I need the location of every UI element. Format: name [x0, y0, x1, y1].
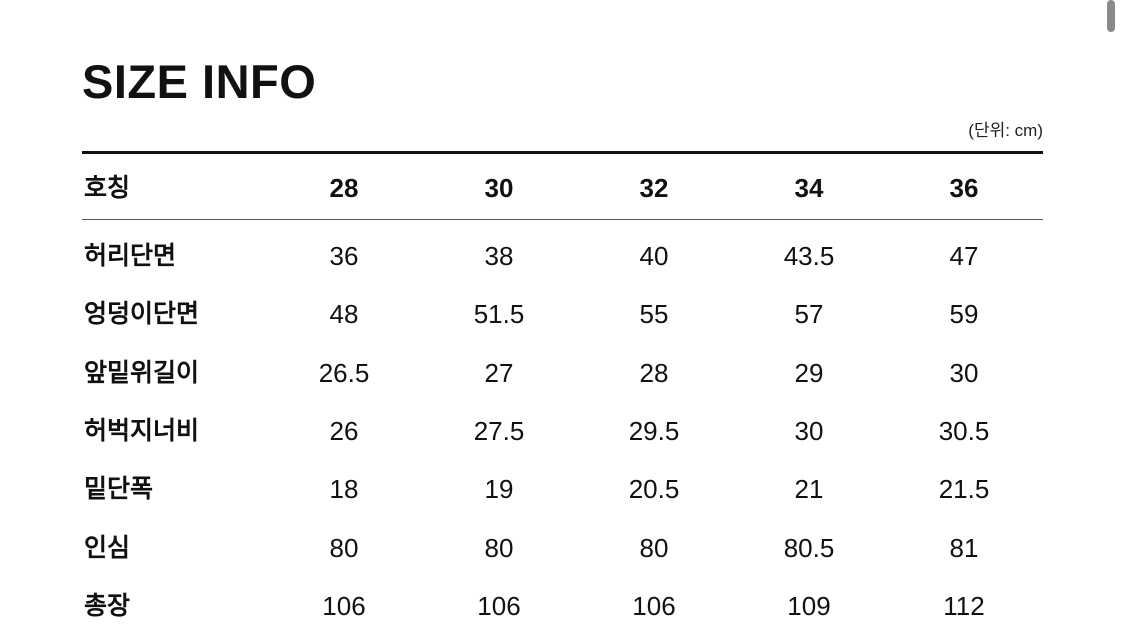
table-cell: 80: [639, 532, 669, 563]
table-cell: 27: [484, 357, 514, 388]
table-cell: 30: [484, 173, 514, 203]
table-cell: 47: [949, 241, 979, 271]
table-cell: 80.5: [783, 532, 835, 563]
table-cell: 26: [329, 415, 359, 446]
table-cell: 29.5: [628, 415, 680, 446]
table-row: 인심 80 80 80 80.5 81: [82, 528, 1043, 568]
table-cell: 28: [639, 357, 669, 388]
table-cell: 51.5: [473, 299, 525, 330]
table-cell: 30: [794, 415, 824, 446]
table-row: 총장 106 106 106 109 112: [82, 586, 1043, 626]
table-cell: 26.5: [318, 357, 370, 388]
table-cell: 112: [943, 590, 985, 621]
row-label: 인심: [84, 533, 131, 562]
table-cell: 38: [484, 241, 514, 271]
row-label: 앞밑위길이: [84, 358, 200, 387]
table-header-rule: [82, 219, 1043, 220]
table-cell: 109: [787, 590, 831, 621]
table-row: 허벅지너비 26 27.5 29.5 30 30.5: [82, 411, 1043, 451]
table-top-rule: [82, 151, 1043, 154]
table-cell: 27.5: [473, 415, 525, 446]
table-cell: 29: [794, 357, 824, 388]
table-row: 허리단면 36 38 40 43.5 47: [82, 236, 1043, 276]
table-cell: 48: [329, 299, 359, 330]
table-cell: 106: [632, 590, 676, 621]
table-cell: 40: [639, 241, 669, 271]
table-cell: 80: [329, 532, 359, 563]
table-cell: 59: [949, 299, 979, 330]
row-label: 허벅지너비: [84, 416, 200, 445]
table-cell: 55: [639, 299, 669, 330]
row-label: 엉덩이단면: [84, 300, 200, 329]
row-label: 총장: [84, 591, 131, 620]
table-cell: 21: [794, 474, 824, 505]
page-title: SIZE INFO: [82, 55, 317, 108]
table-row: 앞밑위길이 26.5 27 28 29 30: [82, 353, 1043, 393]
table-cell: 43.5: [783, 241, 835, 271]
table-cell: 21.5: [938, 474, 990, 505]
table-cell: 36: [329, 241, 359, 271]
table-cell: 19: [484, 474, 514, 505]
table-cell: 81: [949, 532, 979, 563]
row-label: 허리단면: [84, 242, 177, 270]
table-row: 엉덩이단면 48 51.5 55 57 59: [82, 294, 1043, 334]
unit-note: (단위: cm): [968, 121, 1043, 140]
row-label: 호칭: [84, 174, 131, 202]
table-cell: 80: [484, 532, 514, 563]
table-header-row: 호칭 28 30 32 34 36: [82, 168, 1043, 208]
table-cell: 28: [329, 173, 359, 203]
table-cell: 106: [322, 590, 366, 621]
table-cell: 18: [329, 474, 359, 505]
table-cell: 106: [477, 590, 521, 621]
table-cell: 57: [794, 299, 824, 330]
table-cell: 34: [794, 173, 824, 203]
table-cell: 30: [949, 357, 979, 388]
scrollbar[interactable]: [1107, 0, 1115, 32]
table-row: 밑단폭 18 19 20.5 21 21.5: [82, 469, 1043, 509]
table-cell: 30.5: [938, 415, 990, 446]
table-cell: 32: [639, 173, 669, 203]
table-cell: 20.5: [628, 474, 680, 505]
table-cell: 36: [949, 173, 979, 203]
row-label: 밑단폭: [84, 475, 154, 504]
